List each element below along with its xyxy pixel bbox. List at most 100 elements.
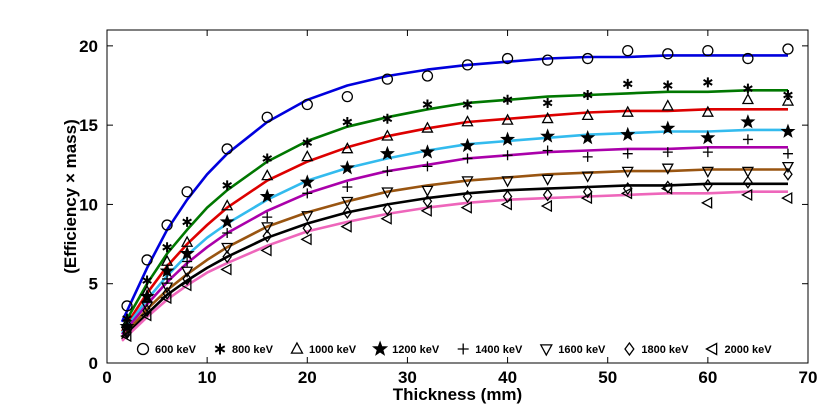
fit-line-1800-kev bbox=[121, 182, 788, 341]
y-tick-label: 15 bbox=[79, 116, 98, 135]
data-point bbox=[460, 137, 476, 153]
data-point bbox=[382, 202, 393, 216]
data-point bbox=[461, 59, 474, 71]
data-point bbox=[302, 137, 313, 148]
data-point bbox=[622, 78, 633, 89]
data-point bbox=[661, 99, 674, 111]
legend-item-1000-kev: 1000 keV bbox=[290, 341, 357, 356]
data-point bbox=[262, 153, 273, 164]
data-point bbox=[620, 126, 636, 142]
data-point bbox=[740, 114, 756, 129]
data-point bbox=[701, 105, 714, 117]
data-point bbox=[180, 279, 192, 292]
legend-item-1200-kev: 1200 keV bbox=[372, 340, 440, 356]
data-point bbox=[381, 73, 394, 85]
data-point bbox=[221, 199, 234, 211]
data-point bbox=[141, 254, 153, 266]
data-point bbox=[181, 186, 193, 198]
legend-marker bbox=[457, 343, 469, 355]
data-point bbox=[702, 147, 713, 158]
series-1000-kev bbox=[120, 92, 795, 328]
data-point bbox=[580, 129, 596, 145]
data-point bbox=[660, 182, 673, 195]
data-point bbox=[741, 188, 753, 202]
data-point bbox=[342, 116, 353, 127]
legend-label: 800 keV bbox=[232, 344, 274, 356]
data-point bbox=[381, 187, 394, 199]
data-point bbox=[700, 129, 716, 145]
x-tick-label: 20 bbox=[298, 368, 317, 387]
data-point bbox=[422, 99, 433, 110]
data-point bbox=[261, 169, 274, 181]
series-2000-kev bbox=[120, 182, 793, 343]
data-point bbox=[540, 128, 556, 143]
data-point bbox=[340, 220, 352, 233]
data-point bbox=[222, 227, 233, 238]
legend-label: 600 keV bbox=[155, 344, 197, 356]
data-point bbox=[581, 108, 594, 121]
data-point bbox=[461, 176, 474, 188]
data-point bbox=[302, 221, 313, 235]
legend-label: 2000 keV bbox=[725, 344, 773, 356]
data-point bbox=[300, 233, 312, 246]
data-point bbox=[220, 263, 232, 276]
data-point bbox=[502, 94, 513, 105]
data-point bbox=[542, 145, 553, 156]
series-800-kev bbox=[122, 77, 793, 324]
data-point bbox=[162, 273, 173, 284]
data-point bbox=[260, 244, 272, 257]
legend-marker bbox=[624, 341, 635, 357]
data-point bbox=[182, 256, 193, 267]
data-point bbox=[421, 121, 434, 133]
series-1200-kev bbox=[119, 114, 796, 333]
data-point bbox=[700, 196, 713, 209]
data-point bbox=[161, 219, 173, 231]
data-point bbox=[502, 150, 513, 161]
data-point bbox=[121, 300, 133, 312]
y-tick-label: 5 bbox=[89, 275, 98, 294]
data-point bbox=[580, 191, 593, 205]
series-1400-kev bbox=[122, 134, 793, 335]
y-axis-label: (Efficiency × mass) bbox=[61, 119, 80, 274]
legend-item-600-kev: 600 keV bbox=[136, 342, 197, 356]
data-point bbox=[221, 143, 233, 155]
legend-marker bbox=[705, 342, 718, 356]
data-point bbox=[582, 151, 593, 162]
data-point bbox=[420, 204, 432, 217]
data-point bbox=[461, 115, 474, 127]
data-point bbox=[422, 194, 433, 208]
axis-ticks: 0 10 20 30 40 50 60 70 0 5 10 15 20 bbox=[79, 30, 817, 387]
fit-line-2000-kev bbox=[121, 190, 788, 342]
data-point bbox=[342, 205, 353, 219]
data-point bbox=[341, 142, 354, 154]
data-point bbox=[160, 282, 174, 294]
data-point bbox=[781, 94, 795, 106]
data-point bbox=[181, 266, 194, 278]
data-point bbox=[301, 98, 313, 111]
x-axis-label: Thickness (mm) bbox=[393, 385, 522, 404]
data-point bbox=[742, 52, 754, 65]
data-point bbox=[703, 178, 713, 193]
y-tick-label: 0 bbox=[89, 354, 98, 373]
x-tick-label: 60 bbox=[698, 368, 717, 387]
data-point bbox=[782, 43, 794, 55]
data-point bbox=[622, 181, 633, 196]
data-point bbox=[541, 54, 554, 66]
data-point bbox=[419, 144, 435, 159]
data-point bbox=[341, 196, 354, 209]
data-point bbox=[460, 201, 472, 214]
data-point bbox=[140, 309, 152, 322]
data-point bbox=[219, 213, 235, 229]
data-point bbox=[222, 250, 232, 264]
data-point bbox=[660, 120, 676, 135]
fit-curves bbox=[120, 54, 788, 342]
data-point bbox=[662, 180, 673, 194]
legend-item-1400-kev: 1400 keV bbox=[457, 343, 523, 356]
x-tick-label: 50 bbox=[598, 368, 617, 387]
data-point bbox=[261, 222, 274, 234]
fit-line-1400-kev bbox=[121, 146, 788, 336]
data-point bbox=[780, 123, 796, 138]
data-point bbox=[541, 174, 554, 186]
data-point bbox=[662, 80, 673, 91]
data-point bbox=[742, 134, 753, 145]
